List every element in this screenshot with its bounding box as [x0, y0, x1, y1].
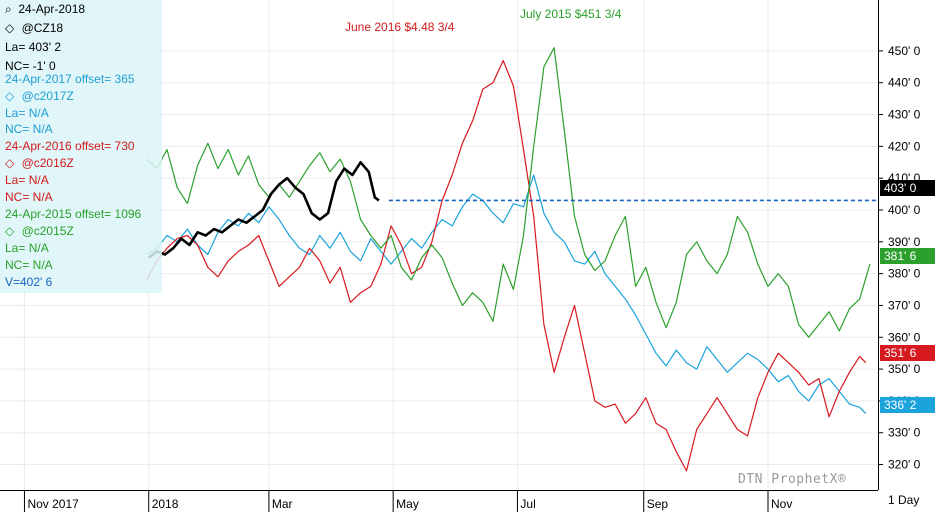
series-lines — [146, 47, 871, 472]
y-tick-label: 400' 0 — [888, 203, 921, 217]
diamond-icon: ◇ — [5, 156, 15, 170]
watermark: DTN ProphetX® — [738, 472, 847, 487]
legend-2016-offset: 24-Apr-2016 offset= 730 — [5, 139, 135, 153]
magnifier-icon[interactable]: ⌕ — [5, 2, 12, 16]
diamond-icon: ◇ — [5, 89, 15, 103]
legend-2017-symbol[interactable]: ◇ @c2017Z — [5, 87, 74, 106]
y-tick-label: 350' 0 — [888, 362, 921, 376]
diamond-icon: ◇ — [5, 224, 15, 238]
annotation-june-2016: June 2016 $4.48 3/4 — [345, 20, 455, 34]
annotation-july-2015: July 2015 $451 3/4 — [520, 7, 622, 21]
legend-2016-symbol[interactable]: ◇ @c2016Z — [5, 154, 74, 173]
x-tick-label: Nov 2017 — [27, 497, 79, 511]
legend-2017-symbol-label: @c2017Z — [21, 89, 74, 103]
series-line-cz18 — [147, 161, 380, 259]
legend-main-symbol[interactable]: ◇ @CZ18 — [5, 19, 63, 38]
legend-2016-symbol-label: @c2016Z — [21, 156, 74, 170]
x-tick-label: Jul — [520, 497, 535, 511]
x-axis: Nov 2017 2018 Mar May Jul Sep Nov — [23, 490, 792, 512]
series-line-c2017z — [146, 174, 867, 415]
legend-2015-nc: NC= N/A — [5, 258, 53, 272]
y-tick-label: 380' 0 — [888, 267, 921, 281]
price-box-main: 403' 0 — [880, 180, 935, 196]
y-tick-label: 430' 0 — [888, 108, 921, 122]
y-tick-label: 330' 0 — [888, 426, 921, 440]
legend-main-nc: NC= -1' 0 — [5, 59, 56, 73]
legend-panel: ⌕ 24-Apr-2018 ◇ @CZ18 La= 403' 2 NC= -1'… — [0, 0, 162, 293]
series-line-c2015z — [146, 47, 871, 338]
series-line-c2016z — [146, 59, 867, 472]
x-tick-label: May — [396, 497, 419, 511]
legend-2017-nc: NC= N/A — [5, 122, 53, 136]
y-tick-label: 420' 0 — [888, 139, 921, 153]
legend-2015-symbol[interactable]: ◇ @c2015Z — [5, 222, 74, 241]
y-tick-label: 390' 0 — [888, 235, 921, 249]
diamond-icon: ◇ — [5, 21, 15, 35]
y-tick-label: 450' 0 — [888, 44, 921, 58]
y-tick-label: 440' 0 — [888, 76, 921, 90]
legend-2016-nc: NC= N/A — [5, 190, 53, 204]
y-tick-label: 360' 0 — [888, 330, 921, 344]
price-box-2015: 381' 6 — [880, 248, 935, 264]
x-tick-label: Nov — [771, 497, 792, 511]
legend-2016-la: La= N/A — [5, 173, 49, 187]
interval-selector[interactable]: 1 Day — [888, 493, 920, 507]
legend-2017-la: La= N/A — [5, 106, 49, 120]
x-tick-label: Mar — [272, 497, 293, 511]
legend-date: 24-Apr-2018 — [18, 2, 86, 16]
y-tick-label: 320' 0 — [888, 458, 921, 472]
x-tick-label: 2018 — [152, 497, 179, 511]
x-tick-label: Sep — [647, 497, 669, 511]
legend-2015-symbol-label: @c2015Z — [21, 224, 74, 238]
price-box-2016: 351' 6 — [880, 345, 935, 361]
legend-volume: V=402' 6 — [5, 275, 53, 289]
legend-2015-offset: 24-Apr-2015 offset= 1096 — [5, 207, 142, 221]
y-tick-label: 370' 0 — [888, 298, 921, 312]
price-box-2017: 336' 2 — [880, 397, 935, 413]
legend-2017-offset: 24-Apr-2017 offset= 365 — [5, 72, 135, 86]
legend-date-row: ⌕ 24-Apr-2018 — [5, 0, 85, 19]
legend-main-la: La= 403' 2 — [5, 40, 62, 54]
legend-2015-la: La= N/A — [5, 241, 49, 255]
legend-main-symbol-label: @CZ18 — [21, 21, 64, 35]
